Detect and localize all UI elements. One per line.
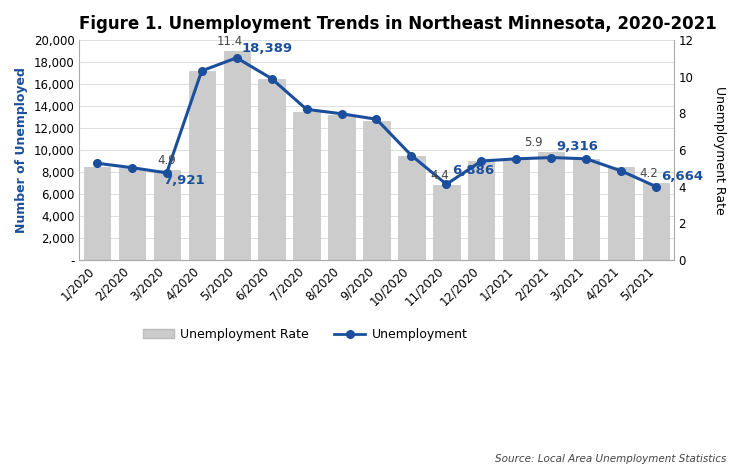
- Bar: [538, 152, 565, 260]
- Legend: Unemployment Rate, Unemployment: Unemployment Rate, Unemployment: [138, 323, 473, 346]
- Bar: [574, 159, 599, 260]
- Text: 6,886: 6,886: [452, 164, 494, 177]
- Text: 4.2: 4.2: [639, 167, 659, 180]
- Text: Source: Local Area Unemployment Statistics: Source: Local Area Unemployment Statisti…: [495, 454, 726, 464]
- Bar: [608, 166, 634, 260]
- Bar: [399, 156, 425, 260]
- Text: 6,664: 6,664: [662, 171, 704, 184]
- Bar: [259, 79, 285, 260]
- Bar: [293, 111, 319, 260]
- Text: Figure 1. Unemployment Trends in Northeast Minnesota, 2020-2021: Figure 1. Unemployment Trends in Northea…: [79, 15, 717, 33]
- Text: 7,921: 7,921: [163, 174, 205, 187]
- Bar: [503, 159, 530, 260]
- Bar: [363, 121, 390, 260]
- Bar: [328, 115, 355, 260]
- Y-axis label: Unemployment Rate: Unemployment Rate: [713, 86, 726, 214]
- Text: 4.4: 4.4: [430, 169, 449, 182]
- Text: 5.9: 5.9: [525, 136, 543, 149]
- Text: 4.9: 4.9: [157, 154, 176, 167]
- Bar: [643, 183, 669, 260]
- Bar: [468, 161, 494, 260]
- Text: 18,389: 18,389: [242, 41, 293, 55]
- Text: 11.4: 11.4: [216, 35, 243, 48]
- Bar: [433, 185, 459, 260]
- Text: 9,316: 9,316: [556, 140, 599, 153]
- Bar: [188, 71, 215, 260]
- Bar: [84, 166, 110, 260]
- Y-axis label: Number of Unemployed: Number of Unemployed: [15, 67, 28, 233]
- Bar: [153, 170, 180, 260]
- Bar: [224, 51, 250, 260]
- Bar: [119, 168, 144, 260]
